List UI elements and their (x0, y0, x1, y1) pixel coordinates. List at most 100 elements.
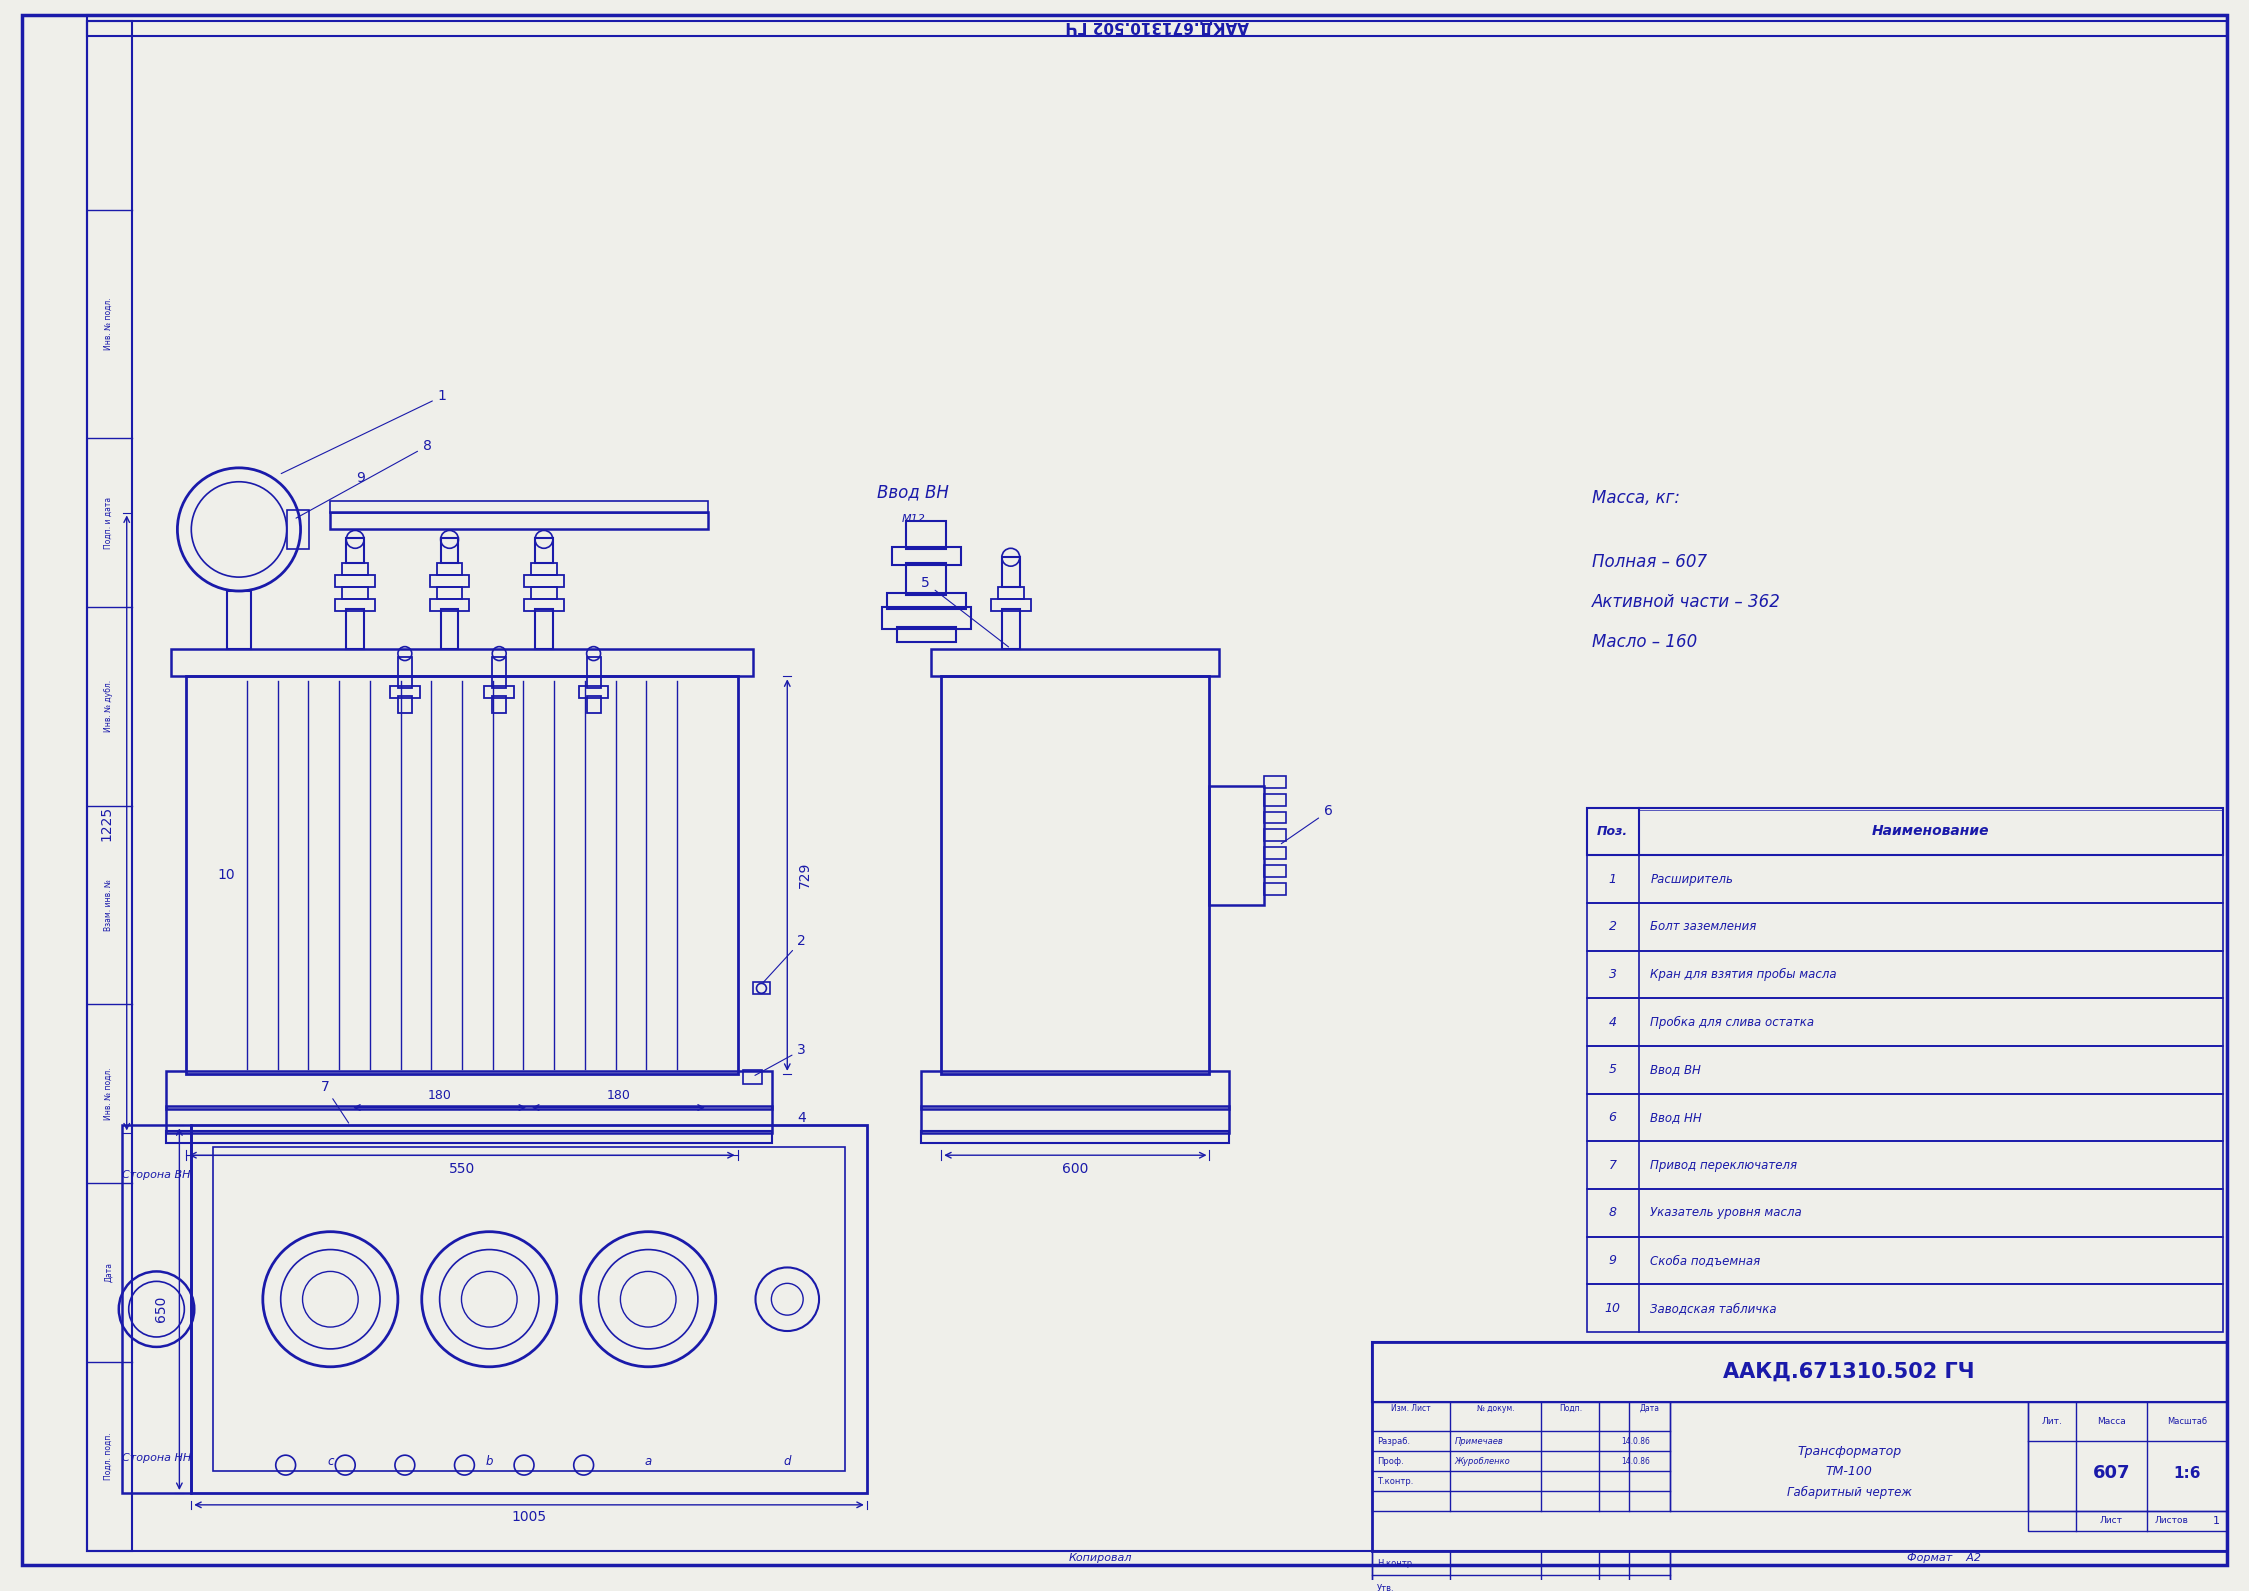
Bar (441, 538, 459, 563)
Text: 6: 6 (1608, 1111, 1617, 1123)
Text: Разраб.: Разраб. (1376, 1437, 1410, 1446)
Text: Копировал: Копировал (1068, 1553, 1131, 1564)
Text: 14.0.86: 14.0.86 (1622, 1457, 1651, 1465)
Text: 6: 6 (1282, 805, 1331, 843)
Text: Подп. и дата: Подп. и дата (103, 496, 112, 549)
Text: М12: М12 (902, 514, 924, 525)
Text: Дата: Дата (1640, 1403, 1660, 1413)
Text: ААКД.671310.502 ГЧ: ААКД.671310.502 ГЧ (1723, 1362, 1975, 1381)
Text: Утв.: Утв. (1376, 1583, 1394, 1591)
Bar (535, 538, 553, 563)
Text: Ввод ВН: Ввод ВН (1651, 1063, 1700, 1076)
Text: 7: 7 (1608, 1158, 1617, 1171)
Bar (587, 697, 600, 713)
Bar (922, 1106, 1230, 1133)
Bar (531, 587, 558, 598)
Text: Инв. № подл.: Инв. № подл. (103, 298, 112, 350)
Bar (1264, 811, 1286, 824)
Bar (1001, 557, 1019, 587)
Text: Т.контр.: Т.контр. (1376, 1476, 1415, 1486)
Bar (1210, 786, 1264, 905)
Text: Расширитель: Расширитель (1651, 872, 1734, 886)
Text: 1: 1 (281, 390, 448, 474)
Bar (187, 676, 738, 1074)
Text: Проф.: Проф. (1376, 1457, 1403, 1465)
Bar (1001, 609, 1019, 649)
Text: a: a (645, 1454, 652, 1467)
Bar (524, 574, 564, 587)
Bar (906, 522, 947, 549)
Bar (578, 686, 609, 698)
Bar (346, 538, 364, 563)
Text: Ввод ВН: Ввод ВН (877, 484, 949, 501)
Bar (441, 609, 459, 649)
Text: 600: 600 (1062, 1161, 1089, 1176)
Text: d: d (783, 1454, 792, 1467)
Bar (1588, 1093, 2222, 1141)
Bar (1264, 848, 1286, 859)
Bar (166, 1106, 771, 1133)
Text: Поз.: Поз. (1597, 824, 1628, 838)
Text: Привод переключателя: Привод переключателя (1651, 1158, 1797, 1171)
Bar (742, 1069, 762, 1083)
Text: 550: 550 (450, 1161, 475, 1176)
Bar (484, 686, 515, 698)
Text: 3: 3 (1608, 967, 1617, 982)
Text: Указатель уровня масла: Указатель уровня масла (1651, 1206, 1801, 1219)
Text: 1:6: 1:6 (2173, 1465, 2200, 1481)
Text: 8: 8 (1608, 1206, 1617, 1219)
Bar (531, 563, 558, 574)
Bar (992, 598, 1030, 611)
Text: Сторона ВН: Сторона ВН (121, 1169, 191, 1181)
Bar (430, 574, 470, 587)
Bar (1264, 776, 1286, 788)
Bar (342, 563, 369, 574)
Bar (335, 598, 376, 611)
Text: 650: 650 (155, 1297, 169, 1322)
Bar (1264, 866, 1286, 877)
Bar (1671, 1402, 2029, 1511)
Bar (1588, 1284, 2222, 1332)
Text: Н.контр.: Н.контр. (1376, 1559, 1415, 1569)
Bar (166, 1071, 771, 1109)
Bar (1588, 1141, 2222, 1188)
Bar (922, 1131, 1230, 1144)
Text: 2: 2 (762, 934, 805, 982)
Bar (436, 587, 463, 598)
Text: 3: 3 (756, 1042, 805, 1076)
Text: 5: 5 (922, 576, 1008, 648)
Bar (1588, 904, 2222, 950)
Text: 10: 10 (218, 869, 234, 881)
Text: Формат    А2: Формат А2 (1907, 1553, 1981, 1564)
Bar (753, 982, 771, 994)
Bar (493, 657, 506, 689)
Text: 2: 2 (1608, 920, 1617, 934)
Bar (346, 609, 364, 649)
Text: Скоба подъемная: Скоба подъемная (1651, 1254, 1761, 1266)
Bar (1588, 998, 2222, 1045)
Text: Активной части – 362: Активной части – 362 (1592, 593, 1781, 611)
Text: 1: 1 (2213, 1516, 2220, 1526)
Bar (942, 676, 1210, 1074)
Bar (1372, 1551, 1671, 1591)
Text: 729: 729 (798, 862, 812, 888)
Text: 8: 8 (297, 439, 432, 519)
Bar (121, 1125, 191, 1492)
Text: Заводская табличка: Заводская табличка (1651, 1301, 1777, 1314)
Bar (1588, 950, 2222, 998)
Text: 1225: 1225 (99, 805, 115, 840)
Bar (931, 649, 1219, 676)
Text: 9: 9 (1608, 1254, 1617, 1266)
Bar (88, 21, 133, 1551)
Text: 1: 1 (1608, 872, 1617, 886)
Bar (398, 657, 412, 689)
Text: 5: 5 (1608, 1063, 1617, 1076)
Text: c: c (326, 1454, 333, 1467)
Text: 9: 9 (355, 471, 364, 485)
Text: Дата: Дата (103, 1262, 112, 1282)
Bar (2029, 1511, 2227, 1531)
Bar (331, 501, 708, 512)
Bar (430, 598, 470, 611)
Text: Сторона НН: Сторона НН (121, 1453, 191, 1464)
Text: Болт заземления: Болт заземления (1651, 920, 1756, 934)
